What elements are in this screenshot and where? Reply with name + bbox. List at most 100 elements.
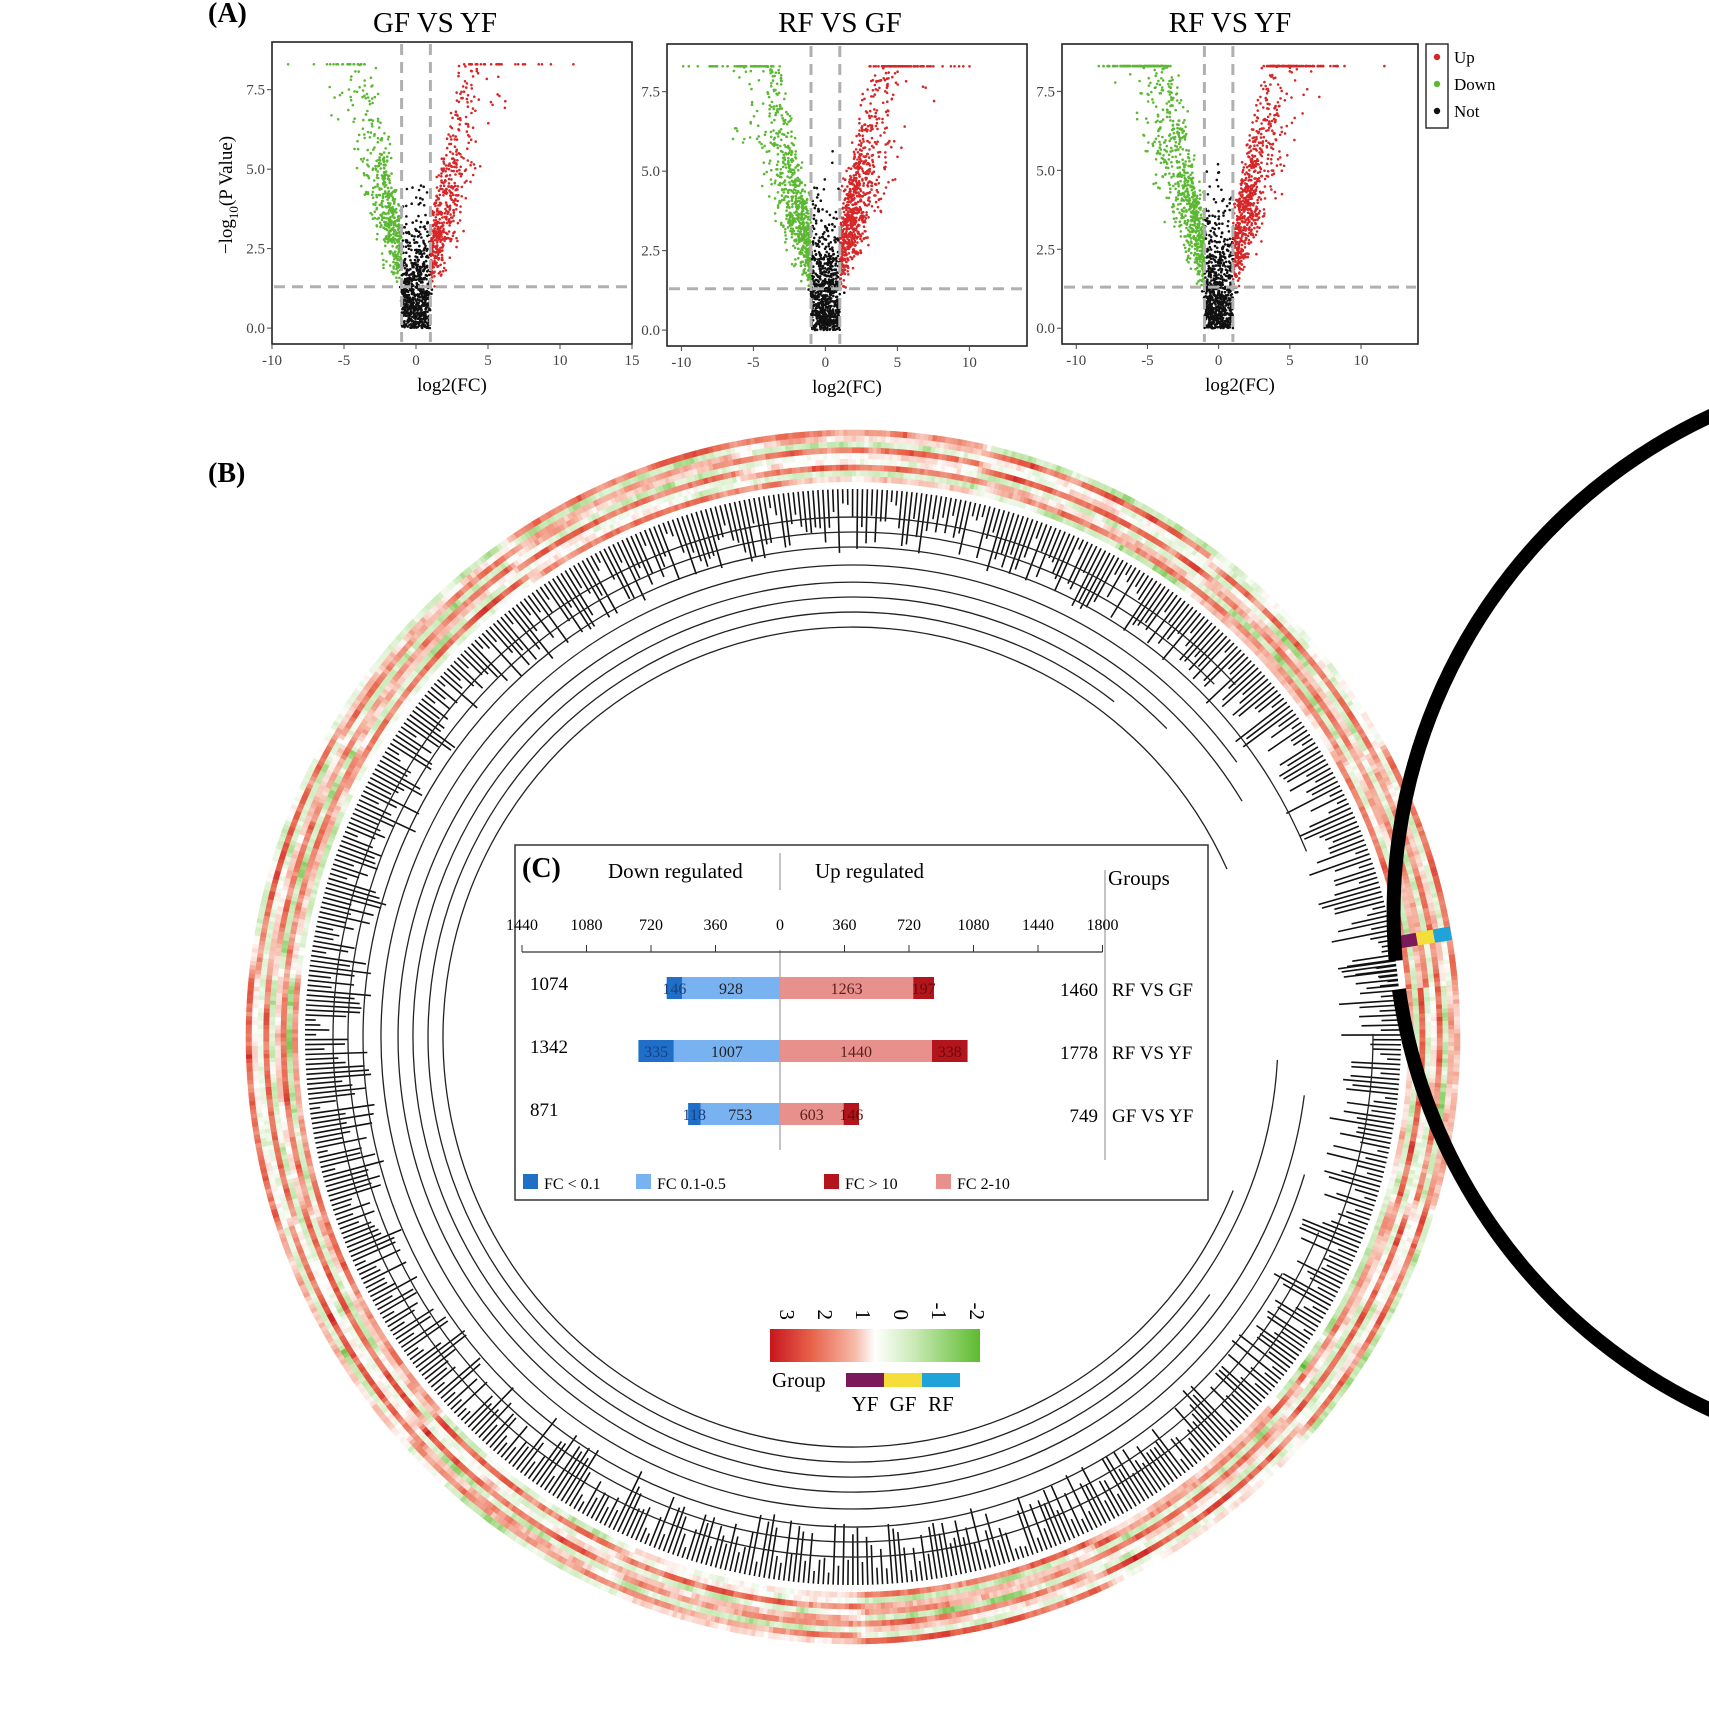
group-name: GF VS YF xyxy=(1112,1106,1193,1127)
scale-tick-label: -1 xyxy=(927,1303,951,1321)
c-tick-label: 1440 xyxy=(506,917,538,934)
c-tick-label: 1800 xyxy=(1087,917,1119,934)
x-tick-label: 0 xyxy=(1215,353,1223,369)
legend-label: FC > 10 xyxy=(845,1176,898,1193)
volcano-legend: Up Down Not xyxy=(1426,44,1496,128)
legend-swatch xyxy=(1434,108,1440,114)
volcano-points xyxy=(682,65,971,331)
group-swatch-rf xyxy=(922,1373,960,1387)
y-tick-label: 0.0 xyxy=(641,323,660,339)
y-tick-label: 7.5 xyxy=(641,85,660,101)
c-tick-label: 360 xyxy=(704,917,728,934)
down-regulated-header: Down regulated xyxy=(608,859,743,883)
legend-label: Up xyxy=(1454,48,1475,67)
group-name: RF VS YF xyxy=(1112,1043,1192,1064)
bar-value: 335 xyxy=(644,1044,668,1061)
up-total: 1460 xyxy=(1060,980,1098,1001)
y-tick-label: 2.5 xyxy=(1036,242,1055,258)
panel-c-bar-chart: (C) Down regulated Up regulated Groups 1… xyxy=(506,845,1208,1200)
y-tick-label: 5.0 xyxy=(641,164,660,180)
x-tick-label: -5 xyxy=(1141,353,1154,369)
y-axis-label: −log10(P Value) xyxy=(216,136,241,254)
y-tick-label: 5.0 xyxy=(246,162,265,178)
x-tick-label: 5 xyxy=(1286,353,1294,369)
x-tick-label: -10 xyxy=(262,353,282,369)
down-total: 1074 xyxy=(530,974,569,995)
x-axis-label: log2(FC) xyxy=(1205,375,1275,396)
bar-value: 1007 xyxy=(711,1044,743,1061)
legend-label: FC 0.1-0.5 xyxy=(657,1176,726,1193)
panel-label-a: (A) xyxy=(208,0,247,29)
y-tick-label: 2.5 xyxy=(246,242,265,258)
panel-label-b: (B) xyxy=(208,458,245,489)
c-tick-label: 0 xyxy=(776,917,784,934)
volcano-plot-3: RF VS YF 0.0 2.5 5.0 7.5 -10 -5 0 5 10 log2(FC) xyxy=(1036,7,1418,396)
up-total: 1778 xyxy=(1060,1043,1098,1064)
x-tick-label: 0 xyxy=(822,355,830,371)
scale-tick-label: 2 xyxy=(813,1310,837,1321)
c-tick-label: 1080 xyxy=(958,917,990,934)
group-swatch-gf xyxy=(884,1373,922,1387)
legend-swatch xyxy=(636,1174,651,1189)
legend-label: FC < 0.1 xyxy=(544,1176,601,1193)
bar-value: 753 xyxy=(728,1107,752,1124)
c-tick-label: 360 xyxy=(833,917,857,934)
x-tick-label: 10 xyxy=(553,353,568,369)
bar-value: 118 xyxy=(683,1107,706,1124)
up-regulated-header: Up regulated xyxy=(815,859,925,883)
y-tick-label: 5.0 xyxy=(1036,163,1055,179)
x-axis-label: log2(FC) xyxy=(417,375,487,396)
legend-label: Down xyxy=(1454,75,1496,94)
bar-value: 1440 xyxy=(840,1044,872,1061)
legend-label: Not xyxy=(1454,102,1480,121)
x-tick-label: 15 xyxy=(625,353,640,369)
y-tick-label: 0.0 xyxy=(246,321,265,337)
y-tick-label: 7.5 xyxy=(1036,84,1055,100)
x-tick-label: 10 xyxy=(962,355,977,371)
x-tick-label: -5 xyxy=(338,353,351,369)
x-tick-label: -5 xyxy=(747,355,760,371)
group-name: GF xyxy=(890,1392,917,1416)
panel-label-c: (C) xyxy=(522,853,561,884)
bar-value: 146 xyxy=(662,981,686,998)
c-tick-label: 1440 xyxy=(1022,917,1054,934)
color-scale-bar xyxy=(770,1329,980,1362)
x-tick-label: -10 xyxy=(671,355,691,371)
group-swatch-yf xyxy=(846,1373,884,1387)
legend-swatch xyxy=(523,1174,538,1189)
bar-value: 146 xyxy=(839,1107,863,1124)
legend-swatch xyxy=(936,1174,951,1189)
scale-tick-label: 1 xyxy=(851,1310,875,1321)
y-tick-label: 0.0 xyxy=(1036,321,1055,337)
x-tick-label: -10 xyxy=(1066,353,1086,369)
c-tick-label: 720 xyxy=(639,917,663,934)
legend-swatch xyxy=(1434,81,1440,87)
scale-tick-label: 3 xyxy=(775,1310,799,1321)
panel-c-frame xyxy=(515,845,1208,1200)
groups-header: Groups xyxy=(1108,866,1170,890)
group-label: Group xyxy=(772,1368,826,1392)
legend-swatch xyxy=(1434,54,1440,60)
bar-value: 928 xyxy=(719,981,743,998)
volcano-title: RF VS YF xyxy=(1169,7,1292,39)
group-name: YF xyxy=(852,1392,879,1416)
y-tick-label: 2.5 xyxy=(641,244,660,260)
x-tick-label: 5 xyxy=(484,353,492,369)
group-name: RF xyxy=(928,1392,954,1416)
down-total: 1342 xyxy=(530,1037,568,1058)
volcano-points xyxy=(1098,65,1386,330)
x-tick-label: 0 xyxy=(412,353,420,369)
group-name: RF VS GF xyxy=(1112,980,1193,1001)
bar-value: 1263 xyxy=(831,981,863,998)
down-total: 871 xyxy=(530,1100,559,1121)
scale-tick-label: -2 xyxy=(965,1303,989,1321)
bar-value: 338 xyxy=(938,1044,962,1061)
y-tick-label: 7.5 xyxy=(246,83,265,99)
x-tick-label: 10 xyxy=(1354,353,1369,369)
c-tick-label: 1080 xyxy=(571,917,603,934)
c-tick-label: 720 xyxy=(897,917,921,934)
